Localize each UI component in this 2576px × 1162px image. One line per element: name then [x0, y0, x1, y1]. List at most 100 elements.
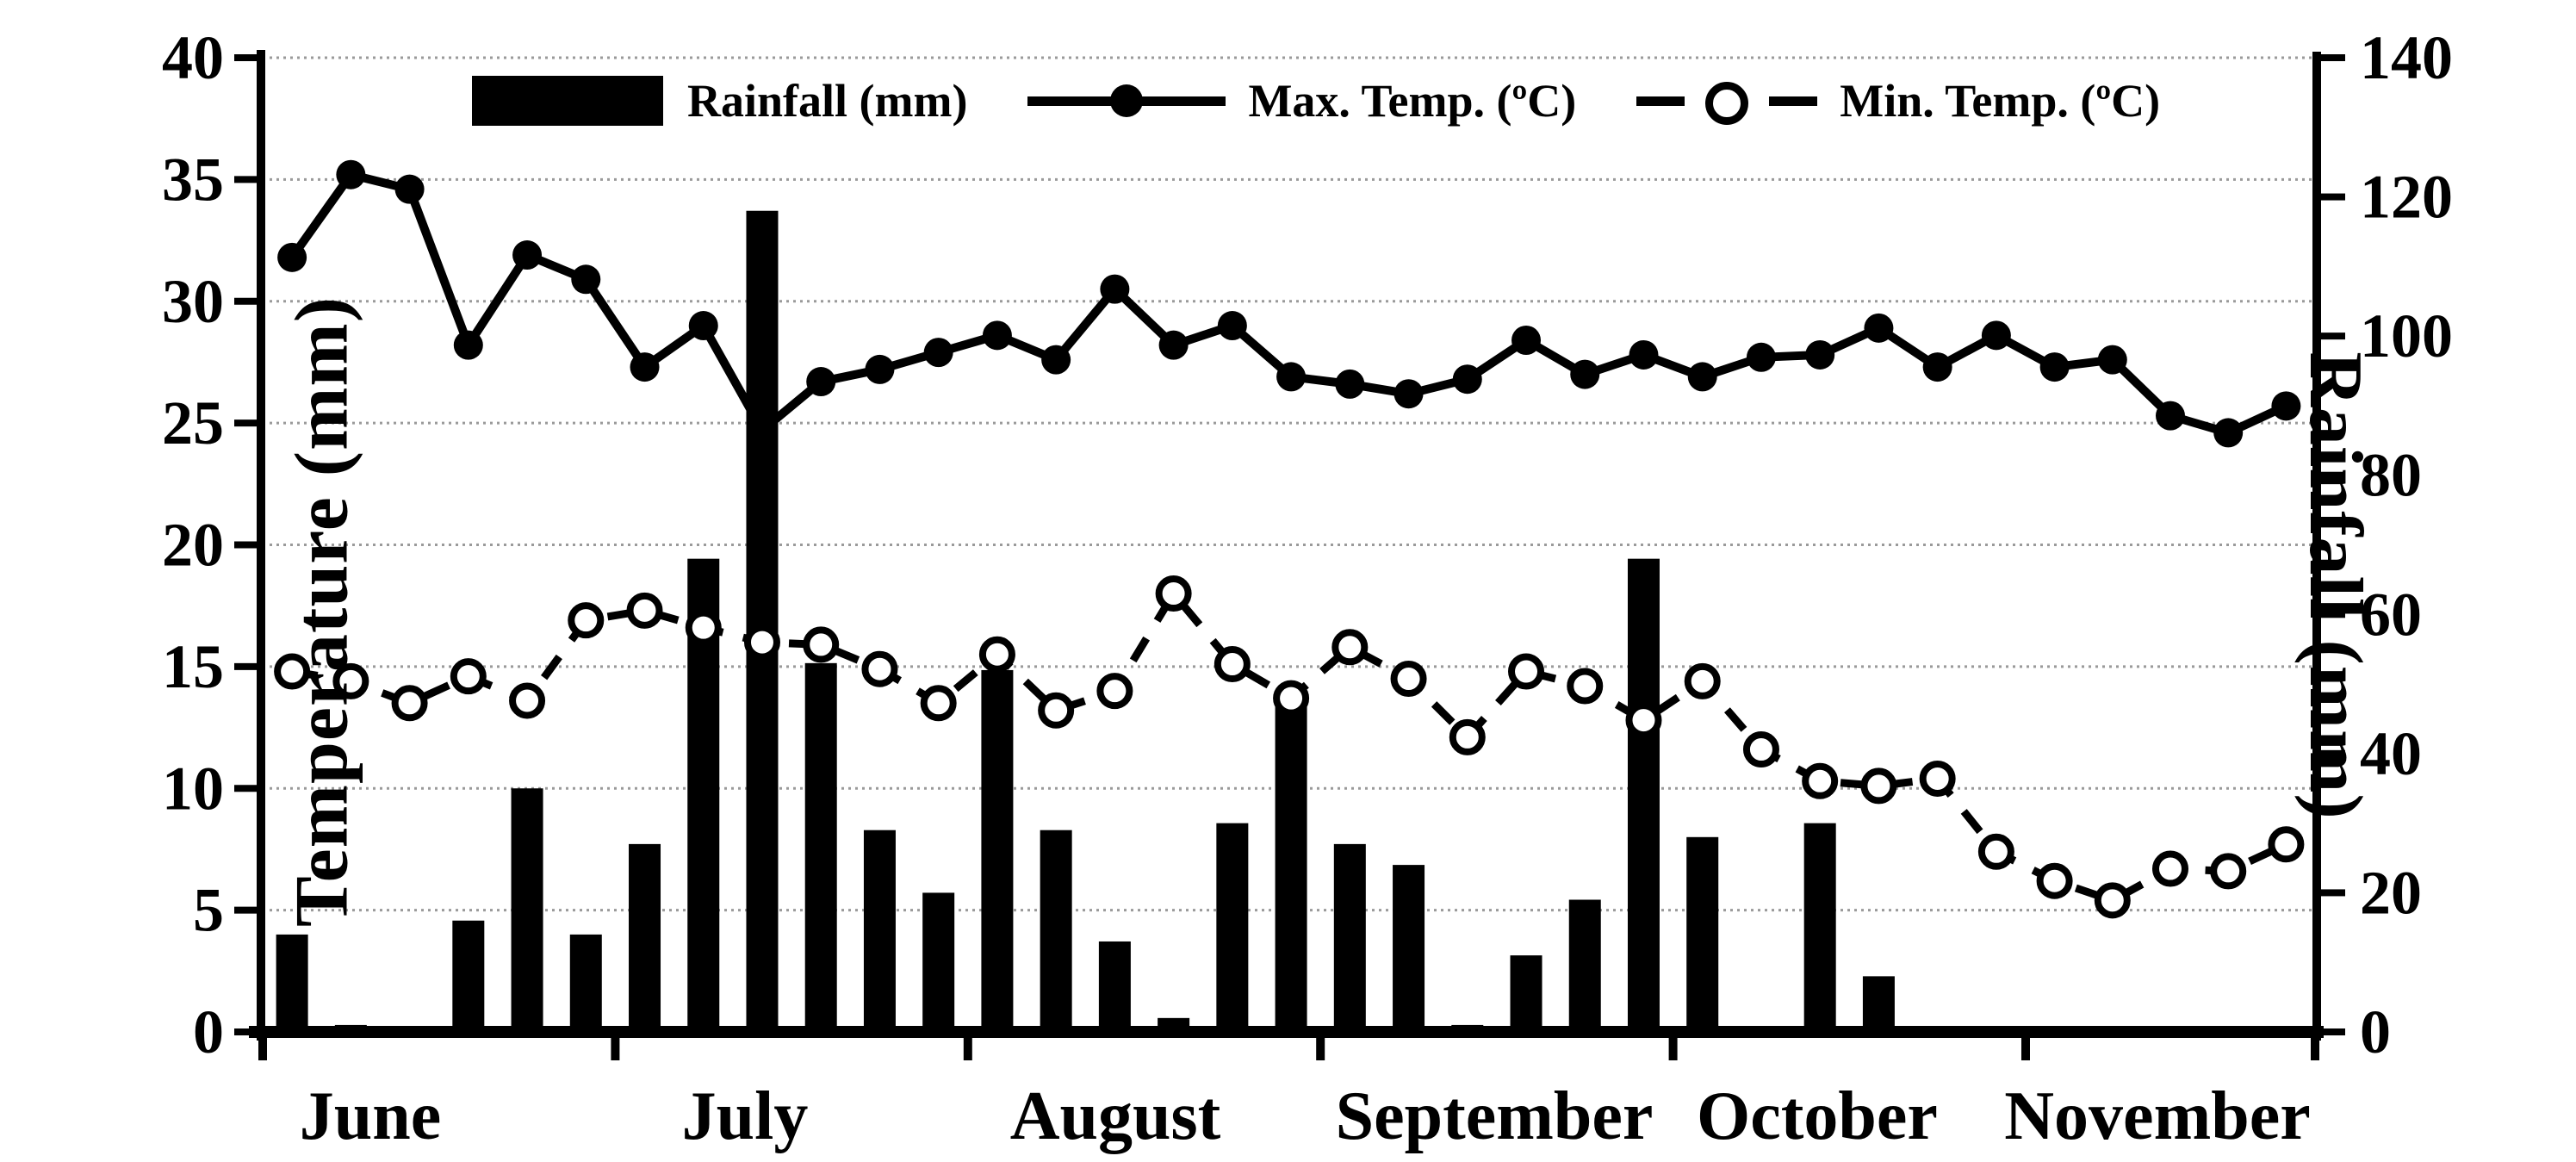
- min-temp-marker: [1331, 629, 1369, 666]
- max-temp-marker: [1687, 362, 1717, 392]
- min-temp-marker: [1273, 680, 1310, 717]
- min-temp-marker: [803, 626, 840, 663]
- min-temp-marker: [1449, 718, 1486, 755]
- right-axis-tick: [2321, 193, 2345, 201]
- rainfall-bar: [1510, 955, 1542, 1032]
- max-temp-marker: [1452, 364, 1482, 395]
- max-temp-marker: [1511, 325, 1542, 355]
- max-temp-marker: [277, 242, 307, 272]
- max-temp-marker: [982, 320, 1012, 351]
- month-label: June: [300, 1078, 442, 1154]
- rainfall-bar: [1627, 558, 1660, 1032]
- max-temp-marker: [453, 330, 483, 360]
- min-temp-marker: [1390, 661, 1427, 698]
- max-temp-marker: [336, 159, 366, 190]
- left-axis-tick-label: 0: [193, 997, 224, 1066]
- min-temp-ring-icon: [1705, 82, 1749, 125]
- right-axis-tick: [2321, 1028, 2345, 1035]
- month-label: November: [2004, 1078, 2310, 1154]
- min-temp-marker: [1567, 668, 1604, 705]
- right-axis-line: [2312, 52, 2321, 1041]
- rainfall-bar: [1098, 941, 1131, 1032]
- min-temp-marker: [2036, 862, 2073, 899]
- max-temp-legend-label: Max. Temp. (ºC): [1248, 75, 1577, 127]
- rainfall-bar: [1686, 836, 1719, 1032]
- min-temp-marker: [450, 658, 487, 695]
- max-temp-marker: [2156, 401, 2185, 431]
- min-temp-marker: [2152, 850, 2188, 887]
- max-temp-marker: [1394, 379, 1424, 409]
- rainfall-bar: [1393, 865, 1425, 1032]
- max-temp-marker: [2213, 418, 2244, 448]
- legend: Rainfall (mm) Max. Temp. (ºC) Min. Temp.…: [472, 71, 2160, 131]
- min-temp-marker: [685, 609, 722, 646]
- left-axis-tick-label: 20: [162, 511, 224, 580]
- right-axis-tick-label: 20: [2360, 858, 2422, 927]
- month-label: July: [682, 1078, 809, 1154]
- rainfall-bar: [1568, 899, 1601, 1032]
- max-temp-marker: [1746, 342, 1776, 372]
- left-axis-tick-label: 30: [162, 267, 224, 336]
- month-label: October: [1697, 1078, 1938, 1154]
- month-label: September: [1336, 1078, 1654, 1154]
- left-axis-tick: [234, 662, 258, 670]
- min-temp-marker: [509, 682, 546, 719]
- left-axis-tick: [234, 906, 258, 914]
- max-temp-marker: [2097, 345, 2127, 375]
- min-temp-marker: [1625, 702, 1662, 739]
- left-axis-tick-label: 10: [162, 754, 224, 823]
- rainfall-bar: [746, 210, 779, 1032]
- left-axis-tick: [234, 176, 258, 183]
- min-temp-marker: [1977, 833, 2014, 870]
- max-temp-marker: [806, 367, 836, 397]
- left-axis-tick-label: 35: [162, 145, 224, 214]
- min-temp-marker: [1096, 673, 1133, 710]
- x-axis-line: [249, 1026, 2324, 1038]
- rainfall-bar: [922, 892, 955, 1032]
- left-axis-tick-label: 15: [162, 632, 224, 701]
- rainfall-bar: [1216, 823, 1249, 1032]
- rainfall-bar: [1040, 830, 1072, 1032]
- max-temp-marker: [2271, 391, 2301, 421]
- month-boundary-tick: [1316, 1038, 1325, 1060]
- right-axis-tick: [2321, 749, 2345, 757]
- rainfall-bar: [276, 934, 308, 1032]
- min-temp-marker: [1742, 731, 1779, 768]
- rainfall-bar: [1803, 823, 1836, 1032]
- min-temp-marker: [332, 662, 369, 699]
- max-temp-marker: [1041, 345, 1071, 375]
- left-axis-tick: [234, 297, 258, 305]
- min-temp-dash-sample: [1636, 96, 1685, 106]
- max-temp-marker: [394, 174, 425, 204]
- min-temp-marker: [920, 685, 957, 722]
- max-temp-marker: [1100, 274, 1130, 304]
- max-temp-marker: [512, 240, 543, 270]
- max-temp-marker: [923, 338, 953, 368]
- min-temp-marker: [274, 653, 311, 690]
- right-axis-tick-label: 40: [2360, 719, 2422, 788]
- max-temp-marker: [1629, 339, 1659, 370]
- right-axis-tick: [2321, 611, 2345, 618]
- month-boundary-tick: [2311, 1038, 2319, 1060]
- left-axis-title: Temperature (mm): [280, 295, 364, 928]
- rainfall-bar: [629, 843, 661, 1032]
- max-temp-marker: [1217, 311, 1247, 341]
- month-boundary-tick: [1668, 1038, 1678, 1060]
- left-axis-tick-label: 25: [162, 388, 224, 457]
- left-axis-tick-label: 40: [162, 23, 224, 92]
- rainfall-bar: [804, 662, 837, 1032]
- right-axis-tick-label: 140: [2360, 23, 2453, 92]
- max-temp-marker: [571, 264, 601, 295]
- right-axis-tick-label: 80: [2360, 441, 2422, 510]
- left-axis-tick: [234, 54, 258, 61]
- min-temp-marker: [978, 636, 1015, 673]
- min-temp-marker: [568, 602, 605, 639]
- left-axis-tick: [234, 541, 258, 549]
- rainfall-bar: [863, 830, 896, 1032]
- min-temp-marker: [391, 685, 428, 722]
- month-label: August: [1010, 1078, 1221, 1154]
- month-boundary-tick: [258, 1038, 267, 1060]
- min-temp-marker: [1802, 762, 1839, 799]
